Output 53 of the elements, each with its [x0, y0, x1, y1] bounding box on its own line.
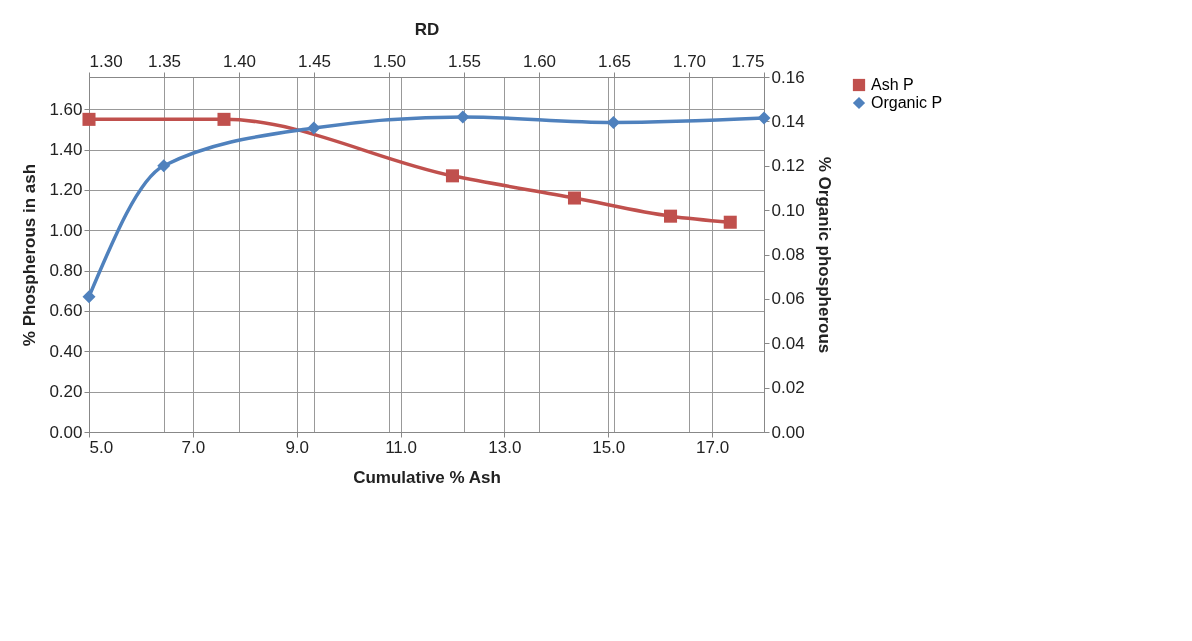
x2-tick-label: 1.35: [147, 51, 182, 71]
x-tick-label: 9.0: [285, 437, 310, 457]
x-tick-label: 15.0: [592, 437, 626, 457]
y2-tick-label: 0.04: [771, 333, 805, 353]
y-tick-label: 0.80: [49, 261, 83, 281]
x2-tick-label: 1.55: [447, 51, 482, 71]
point: [307, 121, 321, 135]
point: [82, 112, 96, 126]
point: [157, 159, 171, 173]
x2-tick-label: 1.45: [297, 51, 332, 71]
legend-label: Organic P: [871, 94, 943, 111]
x-axis-title: Cumulative % Ash: [353, 467, 501, 487]
x2-tick-label: 1.60: [522, 51, 557, 71]
y-tick-label: 1.40: [49, 140, 83, 160]
y2-tick-label: 0.16: [771, 67, 805, 87]
y2-tick-label: 0.02: [771, 378, 805, 398]
x-tick-label: 11.0: [385, 437, 417, 457]
y-tick-label: 0.00: [49, 422, 83, 442]
point: [567, 191, 581, 205]
y2-tick-label: 0.12: [771, 156, 805, 176]
point: [723, 215, 737, 229]
x-tick-label: 17.0: [696, 437, 730, 457]
y2-tick-label: 0.06: [771, 289, 805, 309]
x2-tick-label: 1.75: [731, 51, 765, 71]
x-tick-label: 13.0: [488, 437, 522, 457]
point: [82, 290, 96, 304]
x-tick-label: 5.0: [89, 437, 114, 457]
x2-tick-label: 1.70: [672, 51, 707, 71]
point: [445, 169, 459, 183]
y2-axis-title: % Organic phospherous: [814, 156, 834, 354]
y-tick-label: 1.20: [49, 180, 83, 200]
y-tick-label: 0.20: [49, 382, 83, 402]
y-axis-title: % Phospherous in ash: [20, 163, 40, 347]
point: [456, 110, 470, 124]
y2-tick-label: 0.08: [771, 245, 805, 264]
x2-tick-label: 1.65: [597, 51, 632, 71]
y-tick-label: 1.60: [49, 99, 83, 119]
y-tick-label: 1.00: [49, 220, 83, 240]
x2-tick-label: 1.50: [372, 51, 407, 71]
x-tick-label: 7.0: [181, 437, 206, 457]
y2-tick-label: 0.14: [771, 111, 805, 131]
point: [757, 111, 771, 125]
point: [606, 115, 620, 129]
point: [217, 112, 231, 126]
y2-tick-label: 0.10: [771, 200, 805, 220]
legend-label: Ash P: [871, 76, 914, 93]
x2-tick-label: 1.30: [89, 51, 123, 71]
point: [664, 209, 678, 223]
y-tick-label: 0.40: [49, 341, 83, 361]
y2-tick-label: 0.00: [771, 422, 805, 442]
x2-axis-title: RD: [414, 19, 440, 39]
y-tick-label: 0.60: [49, 301, 83, 321]
x2-tick-label: 1.40: [222, 51, 257, 71]
